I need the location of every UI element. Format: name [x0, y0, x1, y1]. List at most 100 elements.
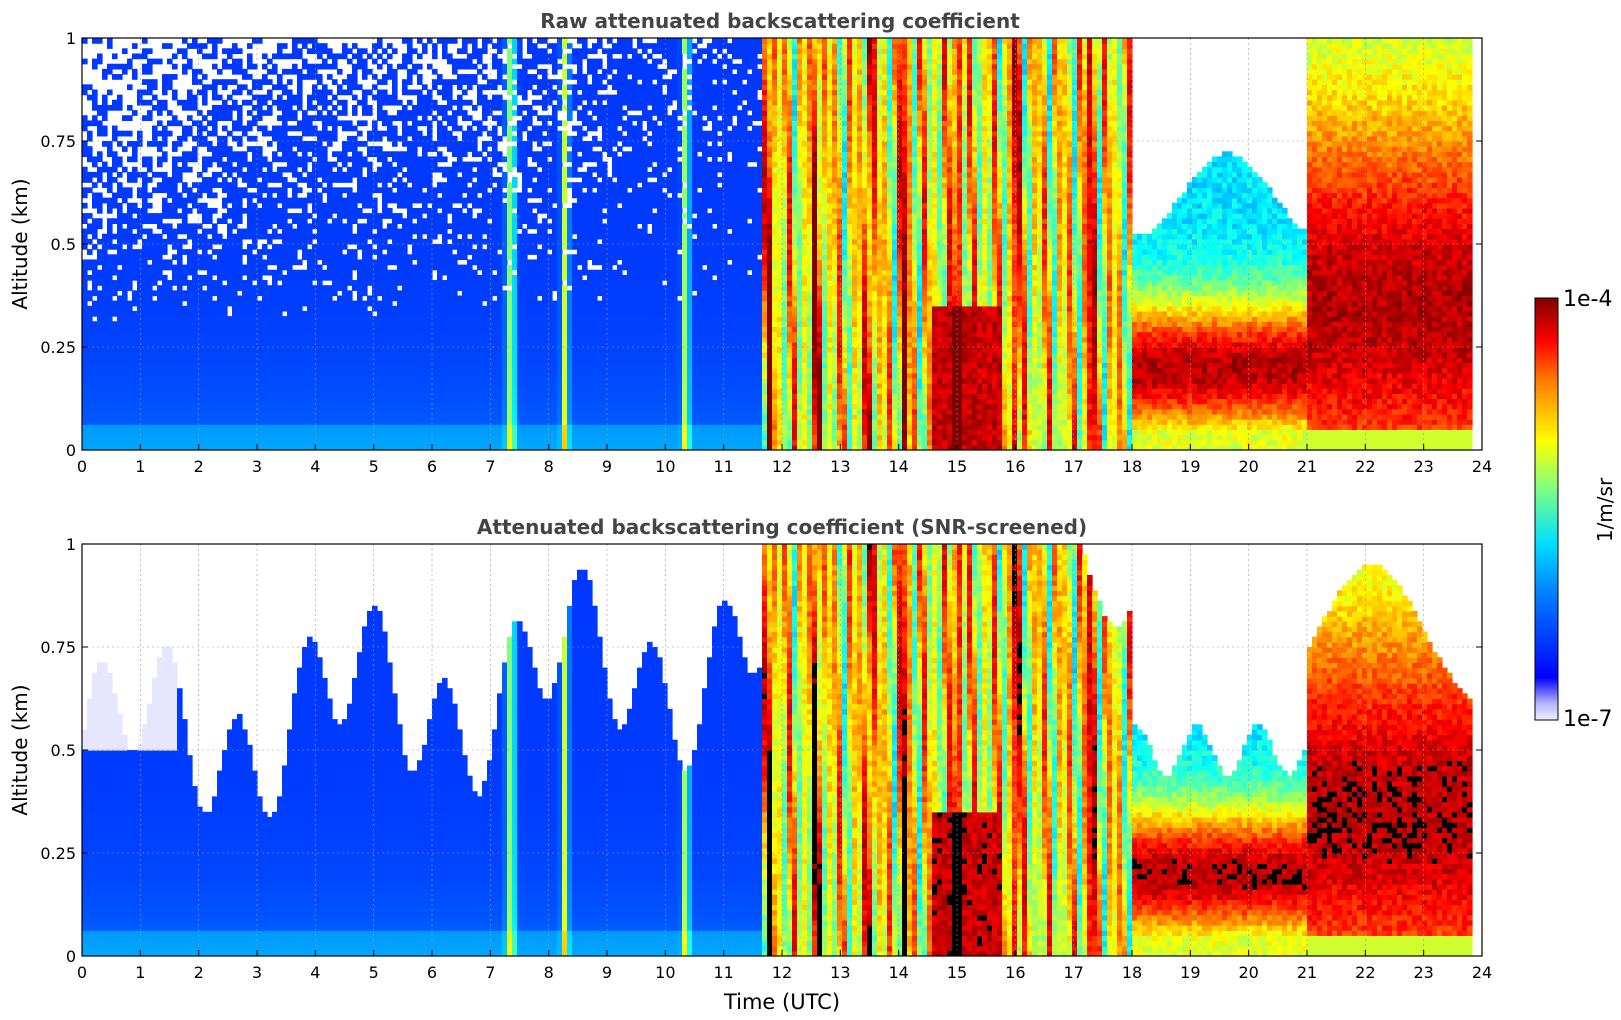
heatmap-cell — [332, 290, 338, 297]
heatmap-cell — [372, 300, 378, 307]
heatmap-cell — [227, 295, 233, 302]
heatmap-cell — [152, 377, 158, 384]
heatmap-cell — [177, 295, 183, 302]
heatmap-cell — [447, 79, 453, 85]
heatmap-cell — [297, 68, 303, 75]
heatmap-cell — [217, 300, 223, 307]
heatmap-cell — [437, 429, 443, 436]
heatmap-cell — [407, 280, 413, 286]
heatmap-cell — [152, 403, 158, 410]
heatmap-cell — [122, 377, 128, 384]
heatmap-cell — [367, 439, 373, 446]
heatmap-cell — [277, 146, 283, 152]
heatmap-cell — [322, 413, 328, 420]
heatmap-cell — [397, 228, 403, 235]
heatmap-cell — [132, 310, 138, 317]
heatmap-cell — [92, 244, 98, 250]
heatmap-cell — [317, 115, 323, 121]
heatmap-cell — [202, 357, 208, 364]
heatmap-cell — [257, 125, 263, 132]
heatmap-cell — [407, 444, 413, 450]
heatmap-cell — [232, 274, 238, 281]
heatmap-cell — [467, 362, 473, 369]
heatmap-cell — [367, 254, 373, 261]
heatmap-cell — [432, 321, 438, 327]
heatmap-cell — [262, 125, 268, 132]
heatmap-cell — [392, 357, 398, 364]
heatmap-cell — [327, 244, 333, 250]
heatmap-cell — [352, 207, 358, 214]
heatmap-cell — [392, 79, 398, 85]
heatmap-cell — [107, 151, 113, 158]
heatmap-cell — [247, 444, 253, 450]
heatmap-cell — [287, 233, 293, 240]
heatmap-cell — [382, 213, 388, 219]
heatmap-cell — [372, 352, 378, 358]
heatmap-cell — [237, 326, 243, 333]
heatmap-cell — [157, 254, 163, 261]
heatmap-cell — [427, 290, 433, 297]
heatmap-cell — [382, 182, 388, 188]
heatmap-cell — [92, 326, 98, 333]
heatmap-cell — [232, 377, 238, 384]
heatmap-cell — [137, 434, 143, 441]
heatmap-cell — [337, 84, 343, 91]
heatmap-cell — [297, 362, 303, 369]
heatmap-cell — [147, 326, 153, 333]
heatmap-cell — [177, 444, 183, 450]
heatmap-cell — [357, 388, 363, 394]
heatmap-cell — [362, 254, 368, 261]
heatmap-cell — [317, 408, 323, 415]
heatmap-cell — [417, 403, 423, 410]
heatmap-cell — [302, 213, 308, 219]
heatmap-cell — [232, 321, 238, 327]
heatmap-cell — [172, 326, 178, 333]
heatmap-cell — [97, 326, 103, 333]
heatmap-cell — [232, 58, 238, 65]
heatmap-cell — [327, 434, 333, 441]
heatmap-cell — [137, 269, 143, 276]
heatmap-cell — [407, 130, 413, 137]
heatmap-cell — [122, 300, 128, 307]
heatmap-cell — [367, 357, 373, 364]
heatmap-cell — [87, 357, 93, 364]
heatmap-cell — [362, 68, 368, 75]
heatmap-cell — [377, 254, 383, 261]
heatmap-cell — [172, 408, 178, 415]
heatmap-cell — [347, 424, 353, 430]
heatmap-cell — [117, 362, 123, 369]
heatmap-cell — [162, 244, 168, 250]
heatmap-cell — [182, 336, 188, 343]
heatmap-cell — [147, 310, 153, 317]
heatmap-cell — [477, 326, 483, 333]
heatmap-cell — [432, 84, 438, 91]
heatmap-cell — [392, 403, 398, 410]
heatmap-cell — [417, 290, 423, 297]
heatmap-cell — [112, 202, 118, 209]
heatmap-cell — [427, 439, 433, 446]
heatmap-cell — [462, 393, 468, 400]
heatmap-cell — [442, 130, 448, 137]
heatmap-cell — [297, 321, 303, 327]
heatmap-cell — [387, 177, 393, 183]
heatmap-cell — [97, 238, 103, 245]
heatmap-cell — [462, 419, 468, 425]
heatmap-cell — [387, 305, 393, 312]
heatmap-cell — [332, 362, 338, 369]
heatmap-cell — [442, 383, 448, 389]
heatmap-cell — [442, 434, 448, 441]
heatmap-cell — [392, 280, 398, 286]
heatmap-cell — [377, 228, 383, 235]
heatmap-cell — [332, 413, 338, 420]
heatmap-cell — [302, 295, 308, 302]
heatmap-cell — [437, 141, 443, 147]
heatmap-cell — [312, 244, 318, 250]
heatmap-cell — [442, 326, 448, 333]
heatmap-cell — [257, 213, 263, 219]
heatmap-cell — [397, 115, 403, 121]
heatmap-cell — [287, 254, 293, 261]
heatmap-cell — [207, 187, 213, 194]
heatmap-cell — [257, 290, 263, 297]
heatmap-cell — [227, 413, 233, 420]
heatmap-cell — [382, 326, 388, 333]
